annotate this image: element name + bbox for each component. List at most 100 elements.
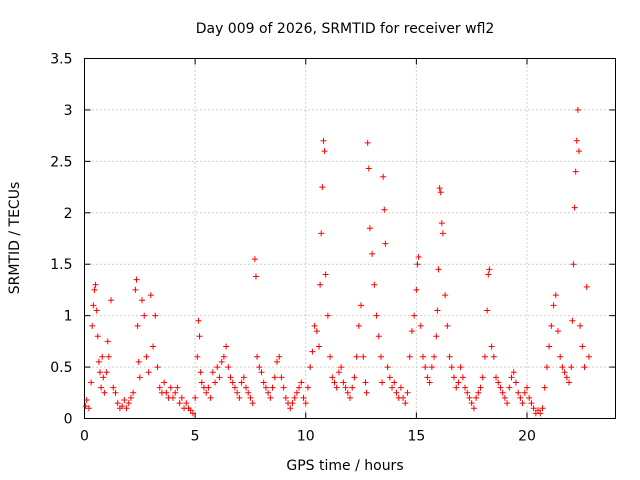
- data-point: [497, 384, 504, 391]
- data-point: [362, 379, 369, 386]
- data-point: [280, 384, 287, 391]
- data-point: [92, 281, 99, 288]
- data-point: [335, 369, 342, 376]
- data-point: [495, 379, 502, 386]
- data-point: [254, 353, 261, 360]
- data-point: [371, 281, 378, 288]
- data-point: [571, 204, 578, 211]
- data-point: [526, 394, 533, 401]
- data-point: [342, 384, 349, 391]
- data-point: [198, 379, 205, 386]
- y-tick-label: 3: [64, 103, 73, 119]
- data-point: [434, 307, 441, 314]
- data-point: [574, 106, 581, 113]
- data-point: [209, 369, 216, 376]
- data-point: [229, 379, 236, 386]
- data-point: [484, 307, 491, 314]
- data-point: [444, 322, 451, 329]
- data-point: [470, 405, 477, 412]
- data-point: [577, 322, 584, 329]
- data-point: [479, 374, 486, 381]
- data-point: [481, 353, 488, 360]
- data-point: [572, 168, 579, 175]
- data-point: [105, 353, 112, 360]
- data-point: [243, 384, 250, 391]
- data-point: [415, 254, 422, 261]
- data-point: [123, 405, 130, 412]
- data-point: [265, 389, 272, 396]
- data-point: [499, 389, 506, 396]
- data-point: [331, 379, 338, 386]
- data-point: [318, 230, 325, 237]
- data-point: [205, 384, 212, 391]
- data-point: [321, 148, 328, 155]
- data-point: [435, 266, 442, 273]
- data-point: [344, 389, 351, 396]
- data-point: [154, 364, 161, 371]
- y-tick-label: 1.5: [50, 257, 72, 273]
- grid: [84, 58, 616, 419]
- data-point: [329, 374, 336, 381]
- data-point: [404, 389, 411, 396]
- data-point: [506, 384, 513, 391]
- data-point: [490, 353, 497, 360]
- data-point: [319, 184, 326, 191]
- data-point: [161, 379, 168, 386]
- x-tick-label: 10: [297, 429, 315, 445]
- data-point: [579, 343, 586, 350]
- data-point: [524, 384, 530, 391]
- data-point: [493, 374, 500, 381]
- data-point: [227, 374, 234, 381]
- data-point: [439, 230, 446, 237]
- data-point: [420, 353, 427, 360]
- data-point: [554, 328, 561, 335]
- data-point: [278, 374, 285, 381]
- data-point: [485, 271, 492, 278]
- data-point: [300, 394, 307, 401]
- data-point: [195, 317, 202, 324]
- data-point: [133, 276, 140, 283]
- data-point: [298, 379, 305, 386]
- data-point: [192, 394, 199, 401]
- data-point: [114, 400, 121, 407]
- data-point: [88, 379, 95, 386]
- data-point: [488, 343, 495, 350]
- data-point: [189, 410, 196, 417]
- data-point: [132, 286, 139, 293]
- data-point: [353, 353, 360, 360]
- data-point: [393, 389, 400, 396]
- data-point: [245, 389, 252, 396]
- data-point: [238, 379, 245, 386]
- data-point: [216, 374, 223, 381]
- data-point: [581, 364, 588, 371]
- data-point: [89, 322, 96, 329]
- data-point: [541, 384, 548, 391]
- data-point: [438, 220, 445, 227]
- data-point: [287, 405, 294, 412]
- data-point: [411, 312, 418, 319]
- data-point: [373, 312, 380, 319]
- data-point: [366, 225, 373, 232]
- data-point: [240, 374, 247, 381]
- data-point: [400, 394, 407, 401]
- data-point: [218, 358, 225, 365]
- data-point: [384, 364, 391, 371]
- data-point: [515, 389, 522, 396]
- data-point: [196, 333, 203, 340]
- data-point: [559, 364, 566, 371]
- data-point: [466, 394, 473, 401]
- data-point: [172, 389, 179, 396]
- data-point: [459, 374, 466, 381]
- data-point: [267, 394, 274, 401]
- data-point: [424, 374, 431, 381]
- data-point: [566, 379, 573, 386]
- data-point: [349, 384, 356, 391]
- data-point: [147, 292, 154, 299]
- data-point: [150, 343, 157, 350]
- data-point: [379, 379, 386, 386]
- data-point: [119, 403, 126, 410]
- data-point: [363, 389, 370, 396]
- data-point: [214, 364, 221, 371]
- data-point: [422, 364, 429, 371]
